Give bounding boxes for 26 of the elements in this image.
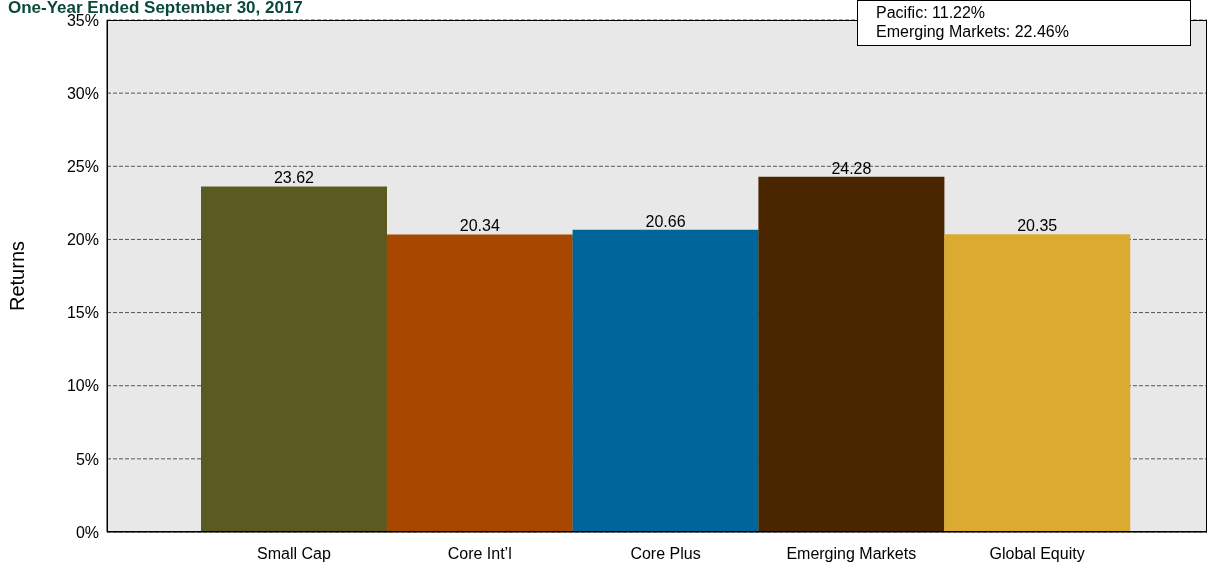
- x-tick-label: Emerging Markets: [786, 545, 917, 563]
- data-label: 23.62: [273, 169, 315, 187]
- y-tick-label: 0%: [75, 523, 99, 541]
- bar: [572, 229, 759, 532]
- x-tick-label: Core Plus: [630, 545, 701, 563]
- bar: [201, 186, 387, 532]
- y-axis-title: Returns: [6, 240, 29, 312]
- y-tick-label: 15%: [66, 304, 99, 322]
- x-tick-label: Core Int’l: [447, 545, 512, 563]
- bar: [386, 234, 573, 532]
- y-tick-label: 30%: [66, 84, 99, 102]
- y-tick-label: 20%: [66, 231, 99, 249]
- data-label: 20.35: [1017, 217, 1058, 235]
- annotation: Emerging Markets: 22.46%: [876, 22, 1070, 41]
- y-tick-label: 25%: [66, 157, 99, 175]
- note-box: Pacific: 11.22% Emerging Markets: 22.46%: [857, 0, 1191, 46]
- data-label: 20.34: [459, 217, 500, 235]
- bar: [758, 176, 945, 532]
- data-label: 24.28: [831, 159, 872, 177]
- bar: [944, 234, 1131, 532]
- x-tick-label: Global Equity: [989, 545, 1085, 563]
- y-tick-label: 5%: [75, 450, 99, 468]
- data-label: 20.66: [645, 212, 686, 230]
- y-tick-label: 10%: [66, 377, 99, 395]
- x-tick-label: Small Cap: [256, 545, 331, 563]
- annotation: Pacific: 11.22%: [876, 3, 987, 22]
